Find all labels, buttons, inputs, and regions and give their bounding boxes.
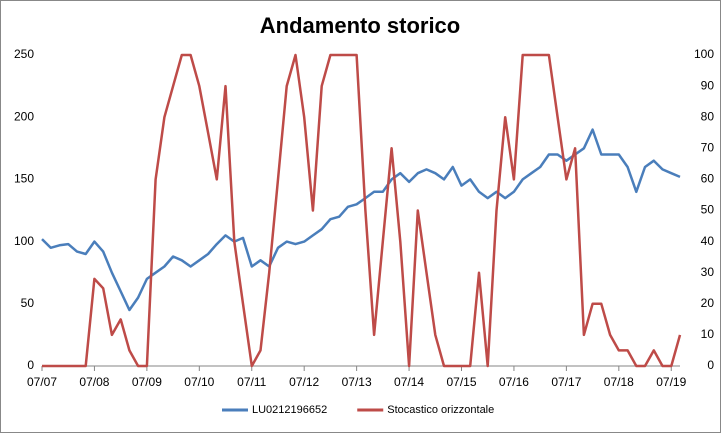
x-tick-label: 07/14 (394, 375, 424, 389)
x-tick-label: 07/16 (499, 375, 529, 389)
x-tick-label: 07/10 (184, 375, 214, 389)
x-tick-label: 07/12 (289, 375, 319, 389)
x-tick-label: 07/13 (342, 375, 372, 389)
y2-tick-label: 90 (701, 78, 715, 92)
x-tick-label: 07/07 (27, 375, 57, 389)
y2-tick-label: 30 (701, 265, 715, 279)
x-tick-label: 07/09 (132, 375, 162, 389)
x-tick-label: 07/17 (551, 375, 581, 389)
legend-label: Stocastico orizzontale (387, 404, 494, 416)
chart-title: Andamento storico (260, 13, 460, 38)
y2-tick-label: 40 (701, 234, 715, 248)
y-tick-label: 100 (14, 234, 34, 248)
series-line (42, 53, 682, 368)
x-tick-label: 07/11 (237, 375, 266, 389)
y-tick-label: 50 (21, 296, 35, 310)
y2-tick-label: 0 (707, 358, 714, 372)
y2-tick-label: 10 (701, 327, 715, 341)
y2-tick-label: 100 (694, 47, 714, 61)
y2-tick-label: 20 (701, 296, 715, 310)
x-tick-label: 07/15 (446, 375, 476, 389)
legend-label: LU0212196652 (252, 404, 327, 416)
x-tick-label: 07/18 (604, 375, 634, 389)
y-tick-label: 250 (14, 47, 34, 61)
x-tick-label: 07/19 (656, 375, 686, 389)
y2-tick-label: 80 (701, 109, 715, 123)
y2-tick-label: 70 (701, 140, 715, 154)
x-tick-label: 07/08 (79, 375, 109, 389)
y2-tick-label: 60 (701, 172, 715, 186)
y-tick-label: 0 (27, 358, 34, 372)
y-tick-label: 150 (14, 172, 34, 186)
y-tick-label: 200 (14, 109, 34, 123)
y2-tick-label: 50 (701, 203, 715, 217)
